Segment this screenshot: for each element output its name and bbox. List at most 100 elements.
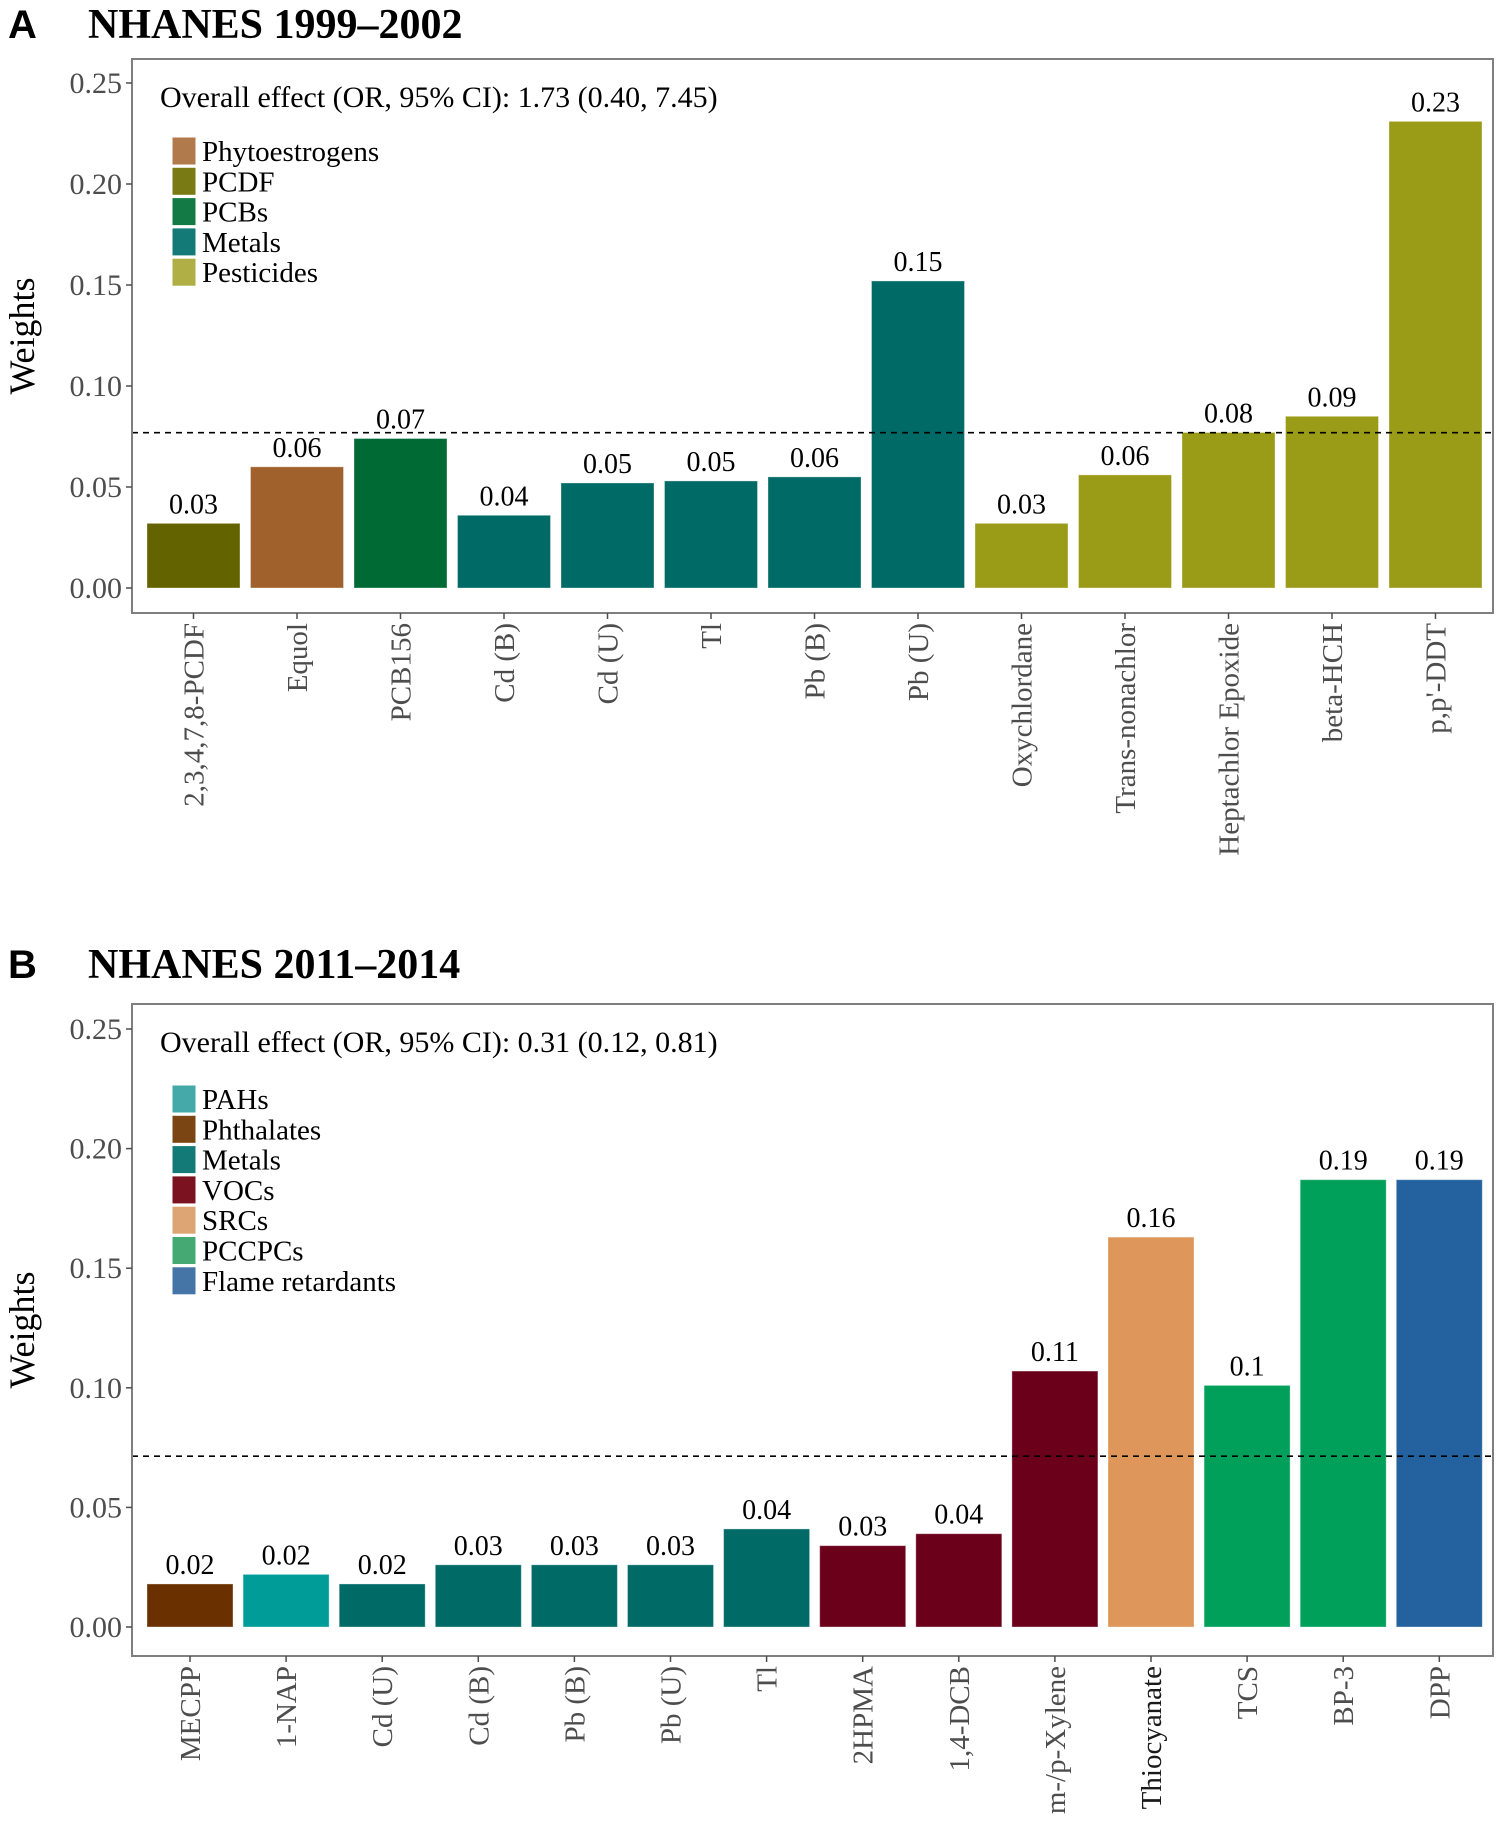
bar-1-4-dcb [915, 1533, 1003, 1628]
bar-value-label: 0.02 [262, 1540, 311, 1571]
y-tick-label: 0.15 [70, 269, 123, 302]
plot-area: 0.02 0.02 0.020.03 0.03 0.030.040.03 0.040.11… [70, 1003, 1494, 1814]
y-tick-label: 0.20 [70, 168, 123, 201]
bar-cd-b- [457, 514, 551, 589]
x-tick-label: 1,4-DCB [944, 1666, 976, 1772]
legend-label: Metals [202, 227, 281, 259]
bar-tl [723, 1528, 811, 1628]
bar-heptachlor-epoxide [1181, 431, 1276, 589]
bar-value-label: 0.23 [1411, 87, 1460, 118]
bar-cd-u- [338, 1583, 426, 1628]
bar-value-label: 0.03 [550, 1531, 599, 1562]
x-tick-label: 2,3,4,7,8-PCDF [179, 623, 211, 807]
x-tick-label: 1-NAP [271, 1666, 303, 1748]
legend-label: SRCs [202, 1205, 268, 1237]
bar-cd-b- [434, 1564, 522, 1628]
x-tick-label: beta-HCH [1317, 623, 1349, 742]
legend-label: VOCs [202, 1175, 275, 1207]
legend-label: PCDF [202, 166, 275, 198]
panel-title: NHANES 2011–2014 [88, 942, 460, 988]
bar-2-3-4-7-8-pcdf [146, 522, 241, 589]
bar-value-label: 0.08 [1204, 398, 1253, 429]
x-tick-label: Pb (B) [559, 1666, 591, 1743]
legend-swatch [171, 1205, 197, 1235]
legend-label: Pesticides [202, 257, 318, 289]
overall-effect-annotation: Overall effect (OR, 95% CI): 0.31 (0.12,… [160, 1026, 718, 1059]
y-tick-label: 0.05 [70, 1491, 123, 1524]
bar-thiocyanate [1107, 1236, 1195, 1628]
y-tick-label: 0.05 [70, 471, 123, 504]
legend-label: Flame retardants [202, 1266, 396, 1298]
bar-p-p-ddt [1388, 120, 1483, 589]
bar-value-label: 0.16 [1127, 1203, 1176, 1234]
bar-mecpp [146, 1583, 234, 1628]
bar-tl [664, 480, 758, 589]
bar-value-label: 0.19 [1415, 1146, 1464, 1177]
bar-value-label: 0.03 [838, 1512, 887, 1543]
y-tick-label: 0.00 [70, 1611, 123, 1644]
bar-value-label: 0.1 [1230, 1351, 1265, 1382]
x-tick-label: Cd (U) [593, 623, 625, 704]
y-tick-label: 0.00 [70, 572, 123, 605]
x-tick-label: BP-3 [1328, 1666, 1360, 1726]
x-tick-label: PCB156 [386, 623, 418, 721]
bar-value-label: 0.07 [376, 405, 425, 436]
x-tick-label: MECPP [175, 1666, 207, 1761]
plot-area: 0.03 0.06 0.07 0.04 0.05 0.05 0.06 0.15 0.03 0.06… [70, 58, 1494, 856]
x-tick-label: Cd (U) [367, 1666, 399, 1747]
y-tick-label: 0.25 [70, 1013, 123, 1046]
legend-swatch [171, 136, 197, 166]
y-axis-title: Weights [2, 1271, 42, 1388]
x-tick-label: m-/p-Xylene [1040, 1666, 1072, 1814]
legend-label: PAHs [202, 1084, 269, 1116]
x-tick-label: Trans-nonachlor [1110, 623, 1142, 814]
legend-label: PCBs [202, 197, 268, 229]
legend-swatch [171, 257, 197, 287]
overall-effect-annotation: Overall effect (OR, 95% CI): 1.73 (0.40,… [160, 81, 718, 114]
bar-beta-hch [1285, 415, 1379, 589]
bar-cd-u- [560, 482, 655, 589]
bar-value-label: 0.11 [1031, 1337, 1079, 1368]
legend-swatch [171, 1145, 197, 1175]
plot-border [131, 58, 1494, 614]
panel-letter: A [8, 3, 37, 47]
y-tick-label: 0.20 [70, 1133, 123, 1166]
legend-swatch [171, 227, 197, 257]
y-tick-label: 0.10 [70, 1372, 123, 1405]
bar-value-label: 0.02 [358, 1550, 407, 1581]
y-tick-label: 0.25 [70, 67, 123, 100]
legend-swatch [171, 197, 197, 227]
bar-value-label: 0.05 [687, 447, 736, 478]
x-tick-label: p,p'-DDT [1421, 623, 1453, 734]
bar-trans-nonachlor [1078, 474, 1172, 589]
bar-value-label: 0.19 [1319, 1146, 1368, 1177]
x-tick-label: Pb (B) [800, 623, 832, 700]
panel-a: A NHANES 1999–2002 Weights Overall effec… [2, 2, 1494, 856]
legend-swatch [171, 1084, 197, 1114]
bar-value-label: 0.06 [273, 433, 322, 464]
bar-value-label: 0.03 [454, 1531, 503, 1562]
x-tick-label: Equol [282, 623, 314, 692]
x-tick-label: Cd (B) [489, 623, 521, 703]
bar-pb-b- [767, 476, 862, 589]
bar-pcb156 [353, 438, 448, 589]
legend-swatch [171, 1175, 197, 1205]
bar-tcs [1203, 1384, 1291, 1628]
bar-value-label: 0.04 [480, 481, 529, 512]
x-tick-label: Thiocyanate [1136, 1666, 1168, 1809]
bar-2hpma [819, 1545, 907, 1628]
bar-dpp [1395, 1179, 1483, 1628]
legend-label: Phytoestrogens [202, 136, 379, 168]
bar-value-label: 0.04 [934, 1500, 983, 1531]
bar-value-label: 0.05 [583, 449, 632, 480]
x-tick-label: Pb (U) [656, 1666, 688, 1744]
bar-bp-3 [1299, 1179, 1387, 1628]
x-tick-label: Tl [752, 1666, 784, 1692]
legend-swatch [171, 166, 197, 196]
bar-value-label: 0.06 [790, 443, 839, 474]
x-tick-label: Pb (U) [903, 623, 935, 701]
bar-value-label: 0.03 [646, 1531, 695, 1562]
bar-pb-u- [871, 280, 965, 589]
bar-equol [250, 466, 344, 589]
